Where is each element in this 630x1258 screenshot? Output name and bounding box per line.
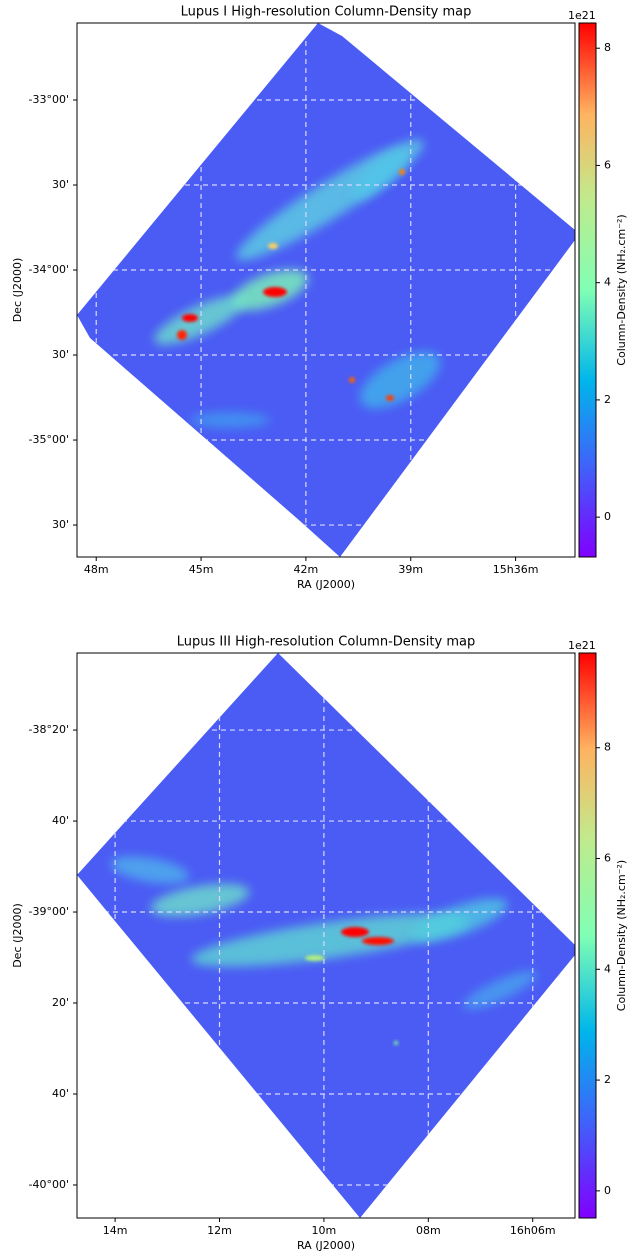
colorbar-offset: 1e21	[568, 639, 596, 652]
x-tick-label: 15h36m	[493, 563, 539, 576]
dense-core	[349, 377, 355, 383]
colorbar-tick-label: 0	[604, 510, 611, 523]
y-axis-label: Dec (J2000)	[11, 258, 24, 323]
dense-core	[362, 937, 394, 945]
x-tick-label: 45m	[189, 563, 214, 576]
colorbar-tick-label: 0	[604, 1184, 611, 1197]
chart-title: Lupus I High-resolution Column-Density m…	[181, 5, 472, 20]
colorbar-tick-label: 6	[604, 852, 611, 865]
y-tick-label: 40'	[52, 814, 69, 827]
colorbar-offset: 1e21	[568, 9, 596, 22]
x-tick-label: 12m	[207, 1224, 232, 1237]
map-footprint	[77, 23, 575, 557]
y-tick-label: -39°00'	[29, 905, 70, 918]
dense-core	[182, 314, 198, 322]
dense-core	[177, 330, 187, 340]
y-tick-label: -40°00'	[29, 1178, 70, 1191]
cloud-emission	[463, 970, 537, 1010]
axes-frame	[76, 652, 576, 1219]
axes-frame	[76, 22, 576, 558]
colorbar-tick-label: 6	[604, 158, 611, 171]
cloud-emission	[154, 295, 246, 345]
colorbar	[578, 22, 597, 558]
cloud-emission	[110, 856, 190, 884]
map-panel	[77, 23, 575, 557]
y-tick-label: 30'	[52, 178, 69, 191]
x-axis-label: RA (J2000)	[297, 1239, 355, 1252]
x-tick-label: 08m	[416, 1224, 441, 1237]
y-axis-label: Dec (J2000)	[11, 903, 24, 968]
cloud-emission	[352, 150, 408, 200]
y-tick-label: 20'	[52, 996, 69, 1009]
y-tick-label: -38°20'	[29, 723, 70, 736]
y-tick-label: -33°00'	[29, 93, 70, 106]
x-tick-label: 16h06m	[510, 1224, 556, 1237]
dense-core	[305, 955, 325, 961]
y-tick-label: 40'	[52, 1087, 69, 1100]
cloud-emission	[412, 898, 508, 942]
cloud-emission	[150, 883, 250, 917]
dense-core	[386, 395, 394, 401]
y-tick-label: 30'	[52, 348, 69, 361]
map-panel	[77, 653, 575, 1218]
cloud-emission	[359, 351, 441, 409]
dense-core	[263, 287, 287, 297]
chart-title: Lupus III High-resolution Column-Density…	[177, 635, 475, 650]
x-tick-label: 48m	[84, 563, 109, 576]
x-axis-label: RA (J2000)	[297, 578, 355, 591]
colorbar-label: Column-Density (NH₂.cm⁻²)	[615, 214, 628, 365]
y-tick-label: -35°00'	[29, 433, 70, 446]
dense-core	[268, 243, 278, 249]
dense-core	[399, 169, 405, 175]
colorbar-tick-label: 2	[604, 393, 611, 406]
y-tick-label: -34°00'	[29, 263, 70, 276]
colorbar-tick-label: 8	[604, 741, 611, 754]
cloud-emission	[190, 412, 270, 428]
x-tick-label: 14m	[103, 1224, 128, 1237]
colorbar	[578, 652, 597, 1219]
colorbar-tick-label: 8	[604, 41, 611, 54]
y-tick-label: 30'	[52, 518, 69, 531]
colorbar-tick-label: 4	[604, 276, 611, 289]
cloud-emission	[191, 913, 469, 967]
x-tick-label: 42m	[294, 563, 319, 576]
colorbar-tick-label: 2	[604, 1073, 611, 1086]
x-tick-label: 39m	[398, 563, 423, 576]
dense-core	[341, 927, 369, 937]
colorbar-label: Column-Density (NH₂.cm⁻²)	[615, 860, 628, 1011]
dense-core	[394, 1041, 398, 1045]
x-tick-label: 10m	[312, 1224, 337, 1237]
colorbar-tick-label: 4	[604, 962, 611, 975]
